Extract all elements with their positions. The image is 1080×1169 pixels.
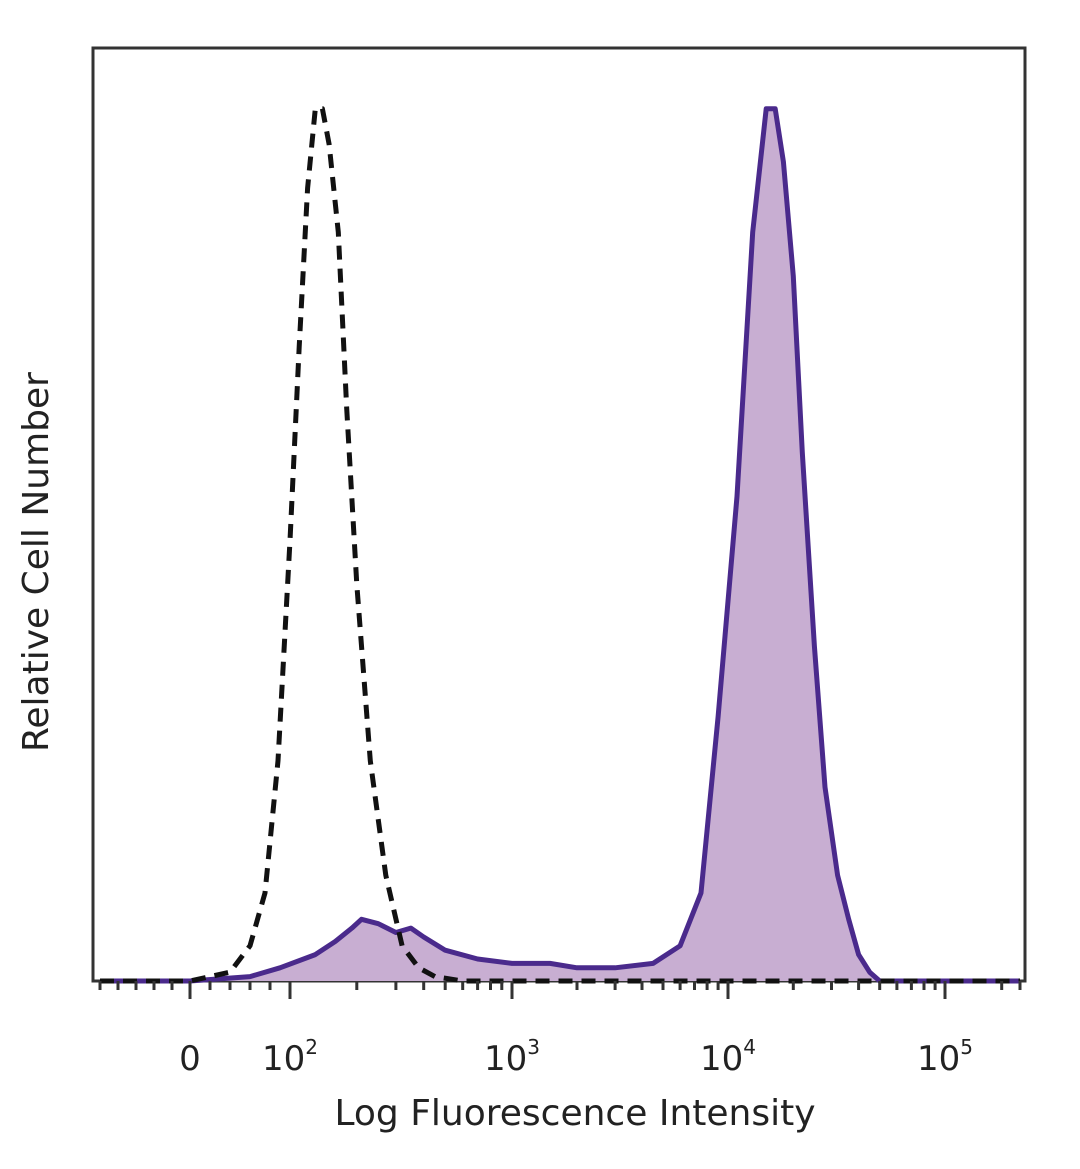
- x-tick-label: 103: [484, 1035, 540, 1079]
- x-axis-tick-labels: 0 102 103 104 105: [179, 1035, 973, 1079]
- x-tick-label: 0: [179, 1039, 201, 1079]
- x-tick-label: 104: [700, 1035, 756, 1079]
- y-axis-label: Relative Cell Number: [16, 372, 57, 752]
- plot-frame: [91, 46, 1027, 983]
- x-axis-ticks: [98, 981, 1022, 999]
- x-tick-label: 105: [917, 1035, 973, 1079]
- control-histogram-line: [100, 106, 1020, 984]
- x-tick-label: 102: [262, 1035, 318, 1079]
- series-layer: [100, 106, 1020, 984]
- x-axis-label: Log Fluorescence Intensity: [334, 1093, 815, 1134]
- stained-histogram-line: [100, 106, 1020, 984]
- stained-histogram-fill: [100, 108, 1020, 982]
